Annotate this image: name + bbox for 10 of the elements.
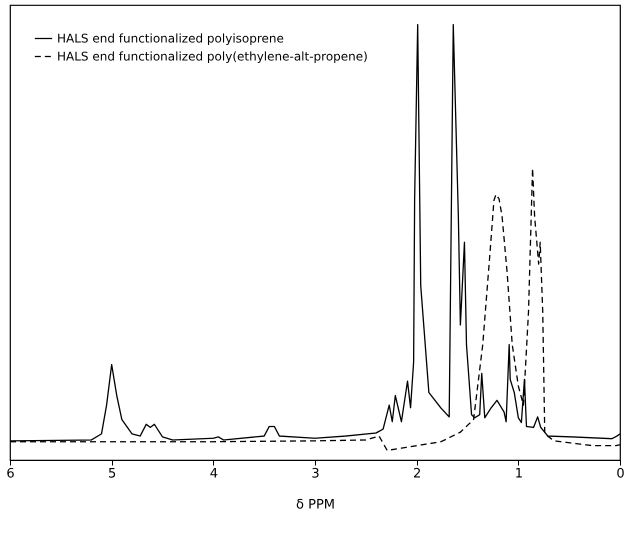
x-axis-title: δ PPM [296,498,335,512]
x-tick-label: 2 [413,466,422,482]
x-tick-label: 5 [108,466,116,482]
x-tick-label: 4 [210,466,218,482]
legend-label: HALS end functionalized poly(ethylene-alt-propene) [57,50,368,64]
x-tick-label: 1 [514,466,523,482]
legend-label: HALS end functionalized polyisoprene [57,32,284,46]
x-tick-label: 0 [616,466,625,482]
x-tick-label: 3 [311,466,320,482]
x-tick-label: 6 [6,466,15,482]
